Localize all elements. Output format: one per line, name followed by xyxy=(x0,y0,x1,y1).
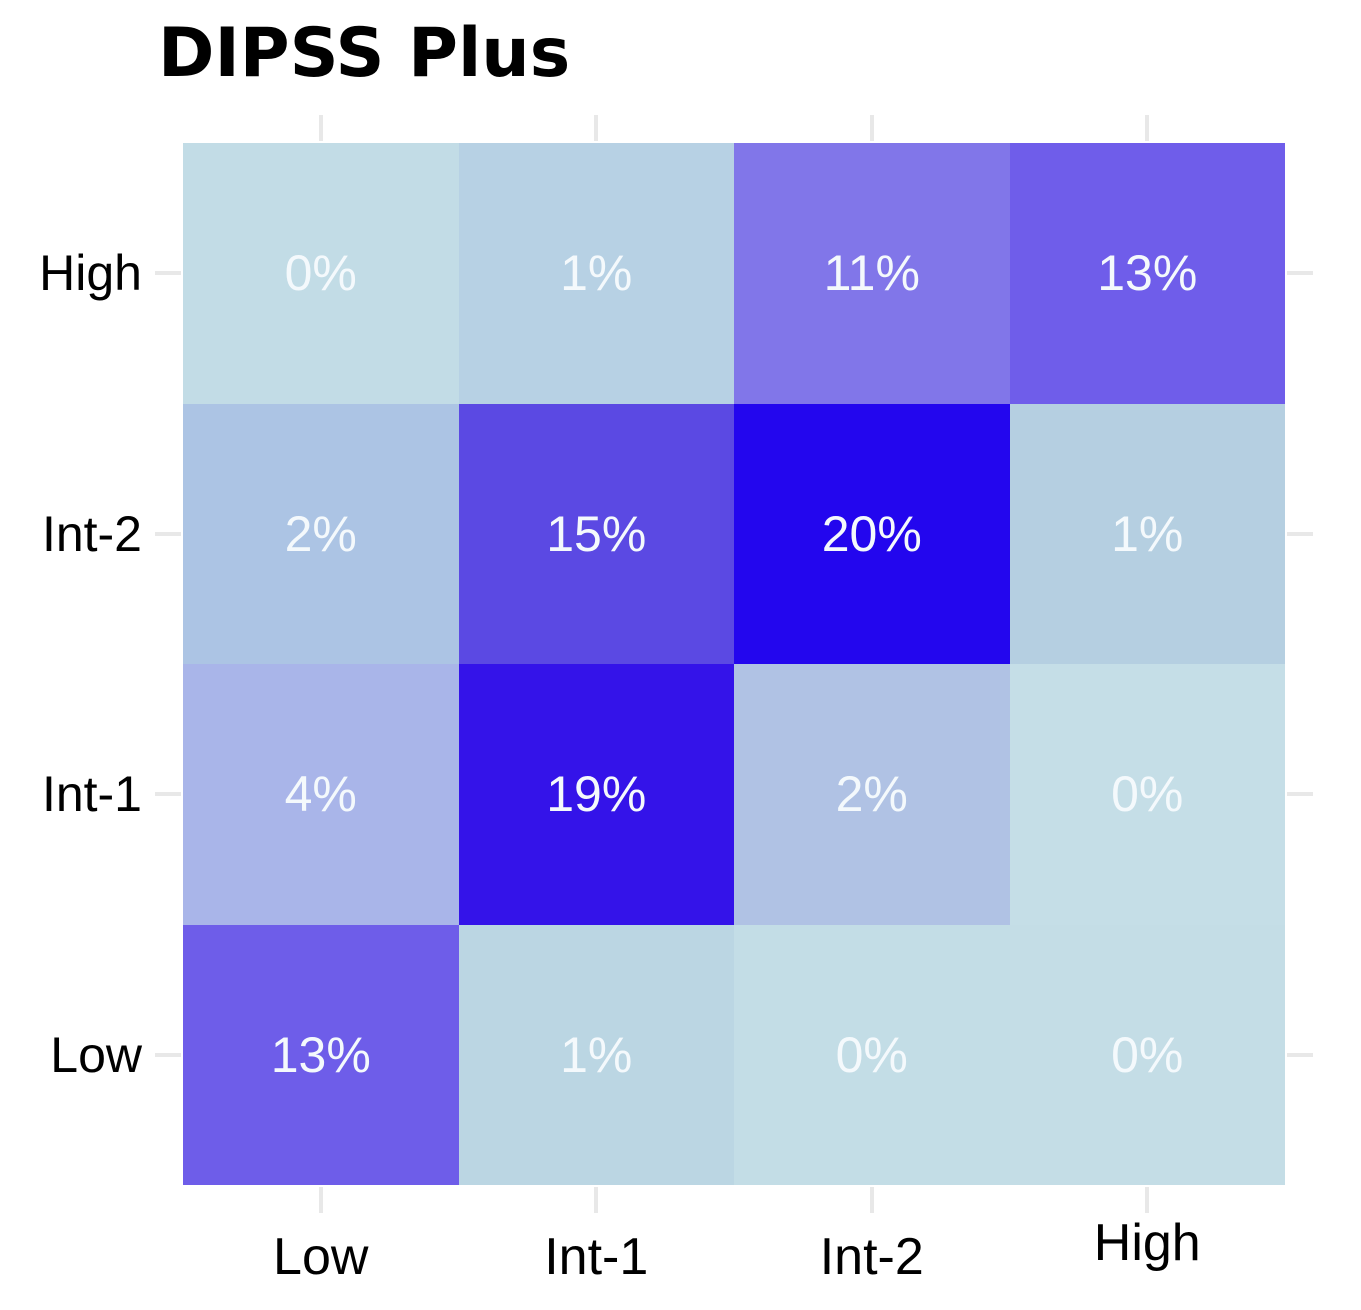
heatmap-cell: 0% xyxy=(734,924,1010,1185)
cell-value: 1% xyxy=(560,1026,633,1083)
cell-value: 20% xyxy=(821,505,922,562)
tick-mark xyxy=(155,271,181,276)
heatmap-cell: 0% xyxy=(1009,664,1285,925)
tick-mark xyxy=(1287,271,1313,276)
tick-mark xyxy=(1145,115,1150,141)
heatmap-cell: 4% xyxy=(183,664,459,925)
cell-value: 15% xyxy=(546,505,647,562)
tick-mark xyxy=(318,1187,323,1213)
tick-mark xyxy=(869,115,874,141)
heatmap-cell: 0% xyxy=(183,143,459,404)
heatmap-cell: 15% xyxy=(458,403,734,664)
cell-value: 2% xyxy=(835,766,908,823)
x-axis-label: Int-1 xyxy=(544,1228,649,1286)
cell-value: 1% xyxy=(560,245,633,302)
tick-mark xyxy=(155,1052,181,1057)
heatmap-cell: 2% xyxy=(734,664,1010,925)
tick-mark xyxy=(155,531,181,536)
heatmap-cell: 13% xyxy=(183,924,459,1185)
heatmap-cell: 20% xyxy=(734,403,1010,664)
heatmap-cell: 11% xyxy=(734,143,1010,404)
cell-value: 2% xyxy=(284,505,357,562)
heatmap-cell: 1% xyxy=(458,143,734,404)
heatmap-cell: 1% xyxy=(1009,403,1285,664)
heatmap-cell: 2% xyxy=(183,403,459,664)
tick-mark xyxy=(318,115,323,141)
tick-mark xyxy=(1287,1052,1313,1057)
x-axis-label: Low xyxy=(273,1228,369,1286)
heatmap-cell: 1% xyxy=(458,924,734,1185)
tick-mark xyxy=(155,792,181,797)
y-axis-label: Int-1 xyxy=(41,766,142,823)
cell-value: 13% xyxy=(1097,245,1198,302)
cell-value: 13% xyxy=(270,1026,371,1083)
tick-mark xyxy=(594,1187,599,1213)
cell-value: 11% xyxy=(823,245,920,302)
x-axis-label: Int-2 xyxy=(819,1228,924,1286)
tick-mark xyxy=(594,115,599,141)
tick-mark xyxy=(1287,792,1313,797)
cell-value: 19% xyxy=(546,766,647,823)
heatmap-grid: 0% 1% 11% 13% 2% 15% 20% 1% 4% 19% 2% 0% 13% 1% 0% 0% xyxy=(183,143,1285,1185)
tick-mark xyxy=(1287,531,1313,536)
heatmap-cell: 0% xyxy=(1009,924,1285,1185)
chart-title: DIPSS Plus xyxy=(158,14,571,93)
cell-value: 0% xyxy=(284,245,357,302)
cell-value: 0% xyxy=(835,1026,908,1083)
cell-value: 4% xyxy=(284,766,357,823)
heatmap-cell: 13% xyxy=(1009,143,1285,404)
y-axis-label: Int-2 xyxy=(41,505,142,562)
tick-mark xyxy=(869,1187,874,1213)
cell-value: 1% xyxy=(1111,505,1184,562)
cell-value: 0% xyxy=(1111,1026,1184,1083)
heatmap-cell: 19% xyxy=(458,664,734,925)
y-axis-label: High xyxy=(39,245,142,302)
cell-value: 0% xyxy=(1111,766,1184,823)
tick-mark xyxy=(1145,1187,1150,1213)
y-axis-label: Low xyxy=(50,1026,142,1083)
x-axis-label: High xyxy=(1093,1214,1201,1272)
